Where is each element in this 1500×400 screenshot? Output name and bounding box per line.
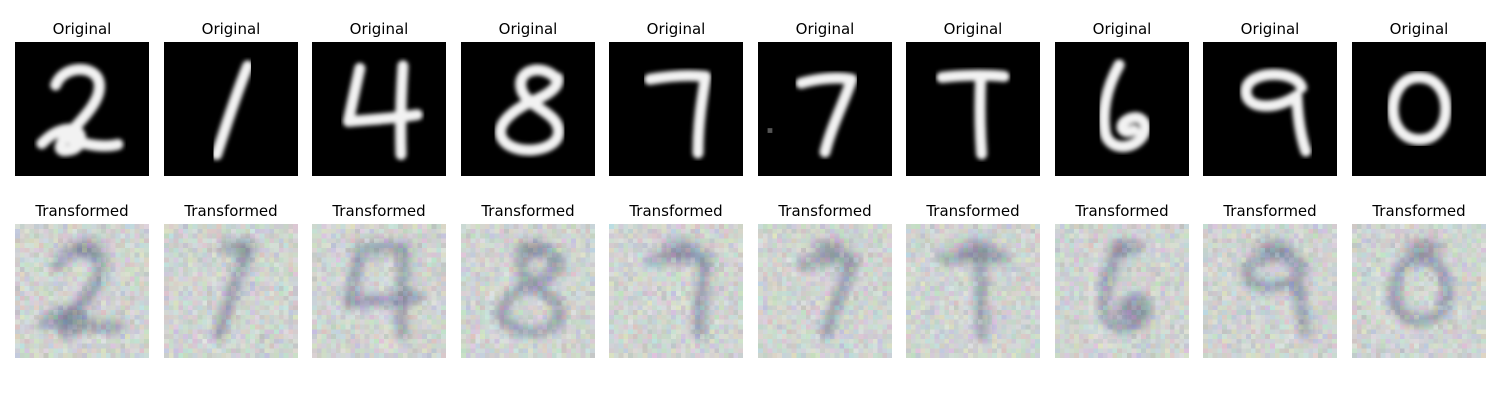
original-image bbox=[1055, 42, 1189, 176]
panel-title: Original bbox=[52, 20, 112, 38]
digit-stroke bbox=[1098, 59, 1151, 153]
panel-title: Original bbox=[1389, 20, 1449, 38]
digit-stroke bbox=[1386, 253, 1453, 328]
panel-title: Original bbox=[943, 20, 1003, 38]
transformed-image bbox=[461, 224, 595, 358]
panel-title: Original bbox=[1240, 20, 1300, 38]
original-image bbox=[15, 42, 149, 176]
panel-title: Transformed bbox=[1223, 202, 1317, 220]
noise-overlay bbox=[164, 224, 298, 358]
panel-title: Original bbox=[201, 20, 261, 38]
digit-stroke bbox=[210, 241, 254, 343]
panel-title: Original bbox=[349, 20, 409, 38]
transformed-image bbox=[609, 224, 743, 358]
panel-title: Transformed bbox=[332, 202, 426, 220]
digit-stroke bbox=[394, 241, 410, 343]
digit-stroke bbox=[1387, 71, 1452, 146]
panel-title: Transformed bbox=[629, 202, 723, 220]
original-image bbox=[1203, 42, 1337, 176]
transformed-image bbox=[164, 224, 298, 358]
original-image bbox=[164, 42, 298, 176]
noise-overlay bbox=[1055, 224, 1189, 358]
noise-overlay bbox=[906, 224, 1040, 358]
panel-title: Transformed bbox=[778, 202, 872, 220]
noise-overlay bbox=[1352, 224, 1486, 358]
digit-stroke bbox=[49, 245, 106, 325]
panel-title: Transformed bbox=[184, 202, 278, 220]
digit-stroke bbox=[494, 64, 565, 156]
noise-overlay bbox=[609, 224, 743, 358]
transformed-image bbox=[1203, 224, 1337, 358]
digit-stroke bbox=[644, 70, 712, 159]
digit-stroke bbox=[643, 251, 713, 342]
panel-title: Transformed bbox=[1075, 202, 1169, 220]
panel-title: Transformed bbox=[926, 202, 1020, 220]
noise-overlay bbox=[15, 224, 149, 358]
digit-stroke bbox=[794, 253, 860, 341]
digit-stroke bbox=[50, 63, 105, 142]
panel-title: Original bbox=[795, 20, 855, 38]
digit-stroke bbox=[1097, 240, 1152, 335]
panel-title: Transformed bbox=[1372, 202, 1466, 220]
digit-stroke bbox=[395, 60, 409, 160]
noise-overlay bbox=[758, 224, 892, 358]
panel-title: Transformed bbox=[481, 202, 575, 220]
original-image bbox=[461, 42, 595, 176]
digit-stroke bbox=[66, 316, 125, 335]
digit-stroke bbox=[935, 251, 1011, 266]
original-image bbox=[1352, 42, 1486, 176]
original-image bbox=[758, 42, 892, 176]
original-image bbox=[312, 42, 446, 176]
original-image bbox=[906, 42, 1040, 176]
noise-overlay bbox=[461, 224, 595, 358]
transformed-image bbox=[312, 224, 446, 358]
original-image bbox=[609, 42, 743, 176]
transformed-image bbox=[758, 224, 892, 358]
digit-stroke bbox=[66, 135, 124, 152]
panel-title: Original bbox=[646, 20, 706, 38]
transformed-image bbox=[1352, 224, 1486, 358]
digit-stroke bbox=[1239, 250, 1313, 340]
digit-stroke bbox=[494, 245, 565, 339]
noise-overlay bbox=[312, 224, 446, 358]
digit-stroke bbox=[973, 253, 988, 343]
panel-title: Original bbox=[498, 20, 558, 38]
digit-stroke bbox=[1240, 68, 1312, 157]
digit-stroke bbox=[974, 71, 988, 160]
transformed-image bbox=[15, 224, 149, 358]
digit-stroke bbox=[936, 69, 1010, 83]
digit-stroke bbox=[795, 72, 858, 158]
panel-title: Original bbox=[1092, 20, 1152, 38]
panel-title: Transformed bbox=[35, 202, 129, 220]
transformed-image bbox=[1055, 224, 1189, 358]
digit-stroke bbox=[211, 60, 254, 160]
transformed-image bbox=[906, 224, 1040, 358]
noise-overlay bbox=[1203, 224, 1337, 358]
